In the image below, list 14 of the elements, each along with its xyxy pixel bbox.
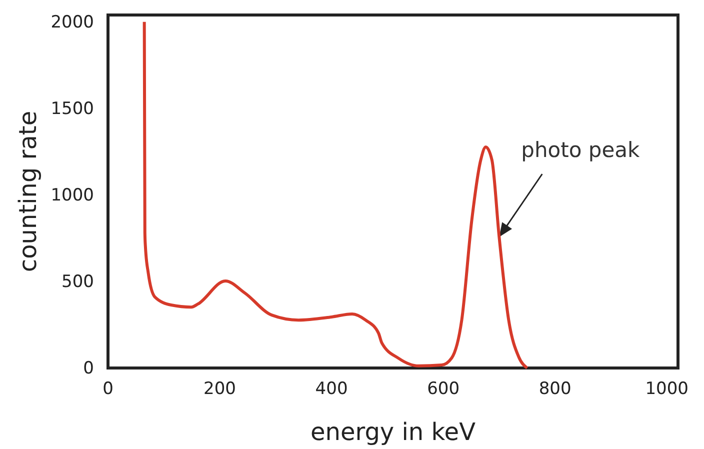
x-tick-label: 1000 [645,379,688,400]
x-axis-title: energy in keV [310,418,476,446]
y-tick-label: 2000 [50,12,94,32]
x-tick-label: 200 [204,379,236,400]
y-axis-title: counting rate [14,110,42,272]
y-tick-label: 1000 [50,185,94,206]
x-tick-label: 800 [538,379,572,400]
y-tick-label: 1500 [50,98,94,119]
y-tick-label: 500 [62,272,94,292]
y-tick-label: 0 [83,358,94,378]
x-tick-label: 400 [315,379,348,400]
x-tick-label: 0 [102,379,114,400]
x-tick-label: 600 [427,379,460,400]
annotation: photo peak [521,138,641,162]
